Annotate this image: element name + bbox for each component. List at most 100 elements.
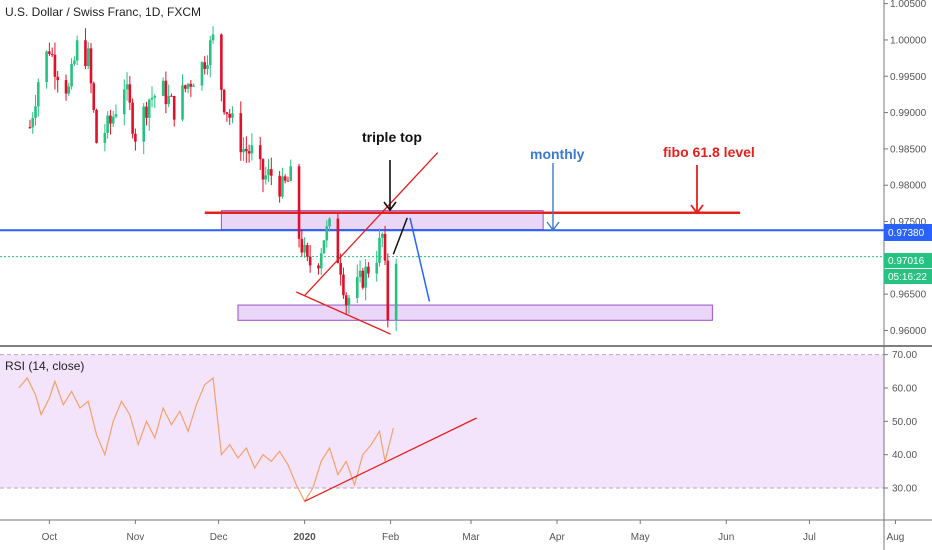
- candle[interactable]: [36, 78, 40, 117]
- candle[interactable]: [92, 81, 96, 113]
- candle[interactable]: [367, 262, 370, 278]
- candle[interactable]: [186, 82, 190, 94]
- candle[interactable]: [164, 71, 168, 114]
- candle[interactable]: [131, 98, 134, 139]
- candle[interactable]: [283, 174, 287, 184]
- candle[interactable]: [64, 74, 68, 101]
- candle[interactable]: [308, 245, 312, 273]
- candle[interactable]: [228, 108, 231, 125]
- candle[interactable]: [319, 248, 323, 276]
- candle[interactable]: [106, 111, 109, 139]
- candle[interactable]: [128, 75, 132, 110]
- candle[interactable]: [150, 86, 154, 108]
- candle[interactable]: [220, 33, 223, 102]
- candle[interactable]: [261, 158, 265, 193]
- falling-trendline[interactable]: [296, 291, 391, 335]
- candle[interactable]: [28, 119, 32, 129]
- candle[interactable]: [322, 239, 326, 255]
- candle[interactable]: [281, 167, 284, 199]
- candle[interactable]: [317, 263, 320, 275]
- candle[interactable]: [192, 83, 195, 87]
- candle[interactable]: [153, 94, 157, 109]
- candle[interactable]: [342, 267, 345, 299]
- candle[interactable]: [231, 106, 234, 124]
- candle[interactable]: [170, 93, 173, 97]
- candle[interactable]: [50, 47, 54, 58]
- candle[interactable]: [278, 170, 281, 203]
- rsi-pane[interactable]: [0, 354, 884, 503]
- rsi-line[interactable]: [18, 376, 394, 503]
- candle[interactable]: [48, 42, 51, 57]
- candle[interactable]: [344, 292, 348, 315]
- candle[interactable]: [364, 258, 367, 301]
- candle[interactable]: [70, 58, 73, 90]
- candle[interactable]: [134, 128, 137, 151]
- candle[interactable]: [125, 72, 129, 101]
- candle[interactable]: [358, 260, 362, 283]
- candle[interactable]: [172, 95, 176, 127]
- candle[interactable]: [142, 103, 145, 155]
- candle[interactable]: [95, 108, 98, 144]
- candle[interactable]: [53, 42, 57, 90]
- candle[interactable]: [297, 163, 301, 248]
- candle[interactable]: [122, 79, 126, 126]
- candle[interactable]: [328, 217, 331, 232]
- candle[interactable]: [56, 70, 60, 93]
- candle[interactable]: [206, 55, 209, 75]
- candle[interactable]: [303, 237, 306, 258]
- candle[interactable]: [67, 82, 71, 96]
- candle[interactable]: [394, 258, 398, 331]
- candle[interactable]: [250, 133, 254, 161]
- candle[interactable]: [242, 137, 245, 162]
- candle[interactable]: [325, 220, 329, 248]
- candle[interactable]: [339, 253, 342, 286]
- candle[interactable]: [264, 166, 268, 185]
- candle[interactable]: [89, 43, 93, 94]
- rising-trendline[interactable]: [304, 152, 439, 297]
- candle[interactable]: [306, 242, 309, 262]
- candle[interactable]: [161, 77, 165, 97]
- candle[interactable]: [378, 228, 381, 267]
- candle[interactable]: [375, 250, 379, 282]
- candle[interactable]: [73, 56, 76, 66]
- candle[interactable]: [286, 176, 290, 182]
- candle[interactable]: [145, 101, 148, 126]
- candle[interactable]: [167, 84, 170, 108]
- candle[interactable]: [109, 109, 112, 135]
- candle[interactable]: [189, 79, 193, 98]
- candle[interactable]: [208, 35, 212, 78]
- price-pane[interactable]: [0, 26, 884, 335]
- candle[interactable]: [203, 55, 207, 75]
- candle[interactable]: [103, 124, 107, 152]
- candle[interactable]: [336, 213, 340, 264]
- candle[interactable]: [347, 294, 351, 314]
- candle[interactable]: [380, 232, 384, 248]
- rsi-trendline[interactable]: [304, 417, 477, 502]
- candle[interactable]: [247, 144, 251, 163]
- candle[interactable]: [270, 157, 273, 186]
- candle[interactable]: [239, 101, 243, 161]
- candle[interactable]: [386, 253, 390, 328]
- candle[interactable]: [147, 98, 151, 131]
- candle[interactable]: [383, 225, 387, 265]
- candle[interactable]: [181, 74, 184, 122]
- candle[interactable]: [258, 136, 262, 170]
- candle[interactable]: [245, 136, 248, 163]
- candle[interactable]: [111, 110, 115, 128]
- candle[interactable]: [300, 229, 304, 257]
- candle[interactable]: [361, 267, 365, 290]
- candle[interactable]: [267, 158, 270, 182]
- candle[interactable]: [225, 111, 229, 122]
- candle[interactable]: [45, 50, 48, 89]
- candle[interactable]: [31, 112, 35, 134]
- candle[interactable]: [355, 264, 359, 303]
- candle[interactable]: [289, 159, 293, 182]
- candle[interactable]: [222, 88, 226, 115]
- candle[interactable]: [114, 104, 118, 119]
- candle[interactable]: [200, 61, 204, 91]
- candle[interactable]: [86, 42, 90, 70]
- candle[interactable]: [184, 84, 187, 93]
- candle[interactable]: [84, 28, 87, 70]
- candle[interactable]: [34, 94, 37, 126]
